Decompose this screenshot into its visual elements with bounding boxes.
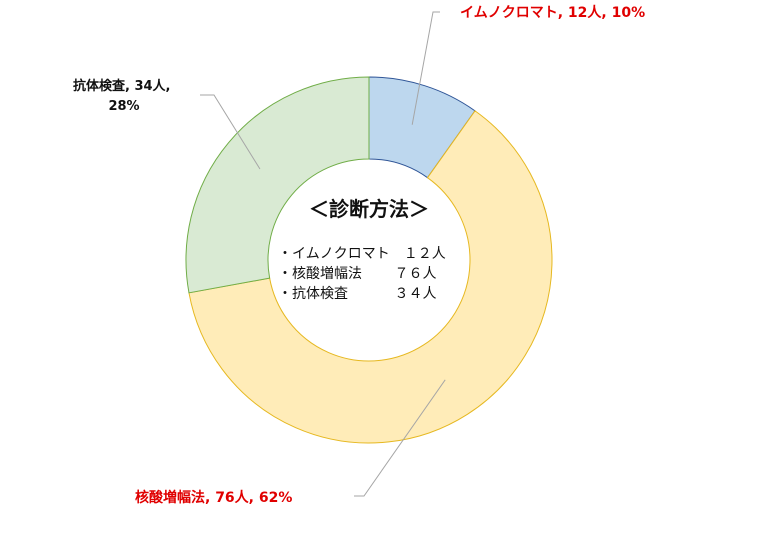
data-label-immunochromatography-line: イムノクロマト, 12人, 10% [460, 4, 645, 21]
leader-lines-group [200, 11, 446, 497]
center-line-antibody: ・抗体検査 ３４人 [278, 286, 436, 302]
center-title: ＜診断方法＞ [309, 197, 429, 221]
leader-line-antibody [200, 94, 261, 170]
leader-line-nucleic-acid [354, 379, 446, 497]
center-line-nucleic-acid: ・核酸増幅法 ７６人 [278, 266, 436, 282]
center-line-immunochromatography: ・イムノクロマト １２人 [278, 246, 446, 262]
data-label-antibody-line1: 抗体検査, 34人, [73, 78, 171, 94]
data-label-nucleic-acid: 核酸増幅法, 76人, 62% [135, 489, 292, 506]
data-label-antibody-line2: 28% [108, 99, 139, 114]
data-label-nucleic-acid-line: 核酸増幅法, 76人, 62% [135, 489, 292, 506]
data-label-immunochromatography: イムノクロマト, 12人, 10% [460, 4, 645, 21]
data-label-antibody: 抗体検査, 34人, 28% [73, 78, 175, 114]
leader-line-immunochromatography [411, 11, 440, 125]
slice-nucleic-acid [188, 110, 553, 444]
slice-antibody [185, 76, 370, 294]
slices-group [185, 76, 553, 444]
